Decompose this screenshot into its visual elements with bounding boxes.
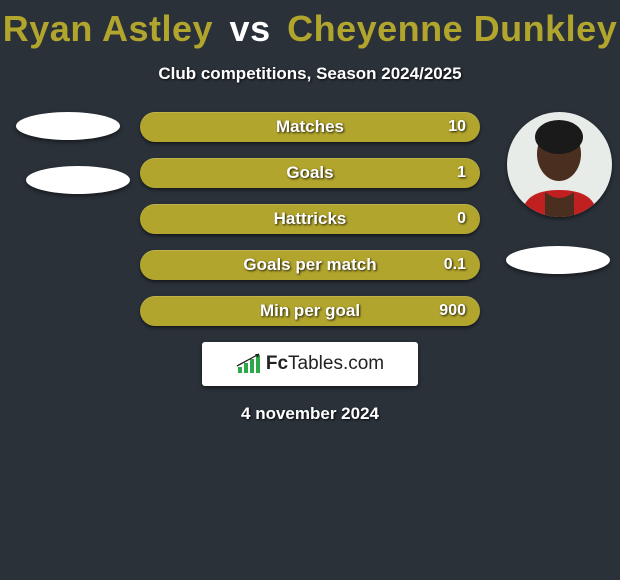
decorative-ellipse (26, 166, 130, 194)
stat-label: Goals per match (140, 250, 480, 280)
stat-bar: Hattricks0 (140, 204, 480, 234)
stat-label: Min per goal (140, 296, 480, 326)
stat-bars: Matches10Goals1Hattricks0Goals per match… (140, 112, 480, 326)
decorative-ellipse (16, 112, 120, 140)
subtitle: Club competitions, Season 2024/2025 (0, 64, 620, 84)
stat-label: Hattricks (140, 204, 480, 234)
stat-value: 900 (439, 296, 466, 326)
player-silhouette-icon (507, 112, 612, 217)
logo-text: FcTables.com (266, 353, 384, 375)
player1-name: Ryan Astley (3, 8, 213, 49)
stat-label: Goals (140, 158, 480, 188)
comparison-title: Ryan Astley vs Cheyenne Dunkley (0, 0, 620, 50)
fctables-logo: FcTables.com (202, 342, 418, 386)
stat-bar: Goals per match0.1 (140, 250, 480, 280)
comparison-stage: Matches10Goals1Hattricks0Goals per match… (0, 112, 620, 326)
stat-value: 0.1 (444, 250, 466, 280)
stat-bar: Min per goal900 (140, 296, 480, 326)
stat-value: 1 (457, 158, 466, 188)
stat-bar: Matches10 (140, 112, 480, 142)
player2-name: Cheyenne Dunkley (287, 8, 617, 49)
stat-value: 10 (448, 112, 466, 142)
stat-bar: Goals1 (140, 158, 480, 188)
player2-avatar-zone (507, 112, 612, 217)
snapshot-date: 4 november 2024 (0, 404, 620, 424)
decorative-ellipse (506, 246, 610, 274)
player2-avatar (507, 112, 612, 217)
vs-text: vs (230, 8, 271, 49)
bars-growth-icon (236, 353, 262, 375)
stat-value: 0 (457, 204, 466, 234)
stat-label: Matches (140, 112, 480, 142)
